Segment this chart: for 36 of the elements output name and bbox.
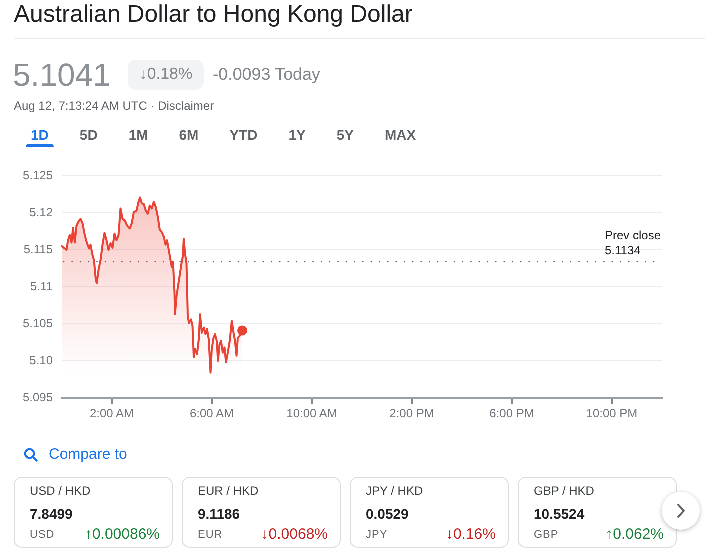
text: 5D [80, 127, 98, 143]
text: -0.0093 Today [213, 64, 320, 86]
text: 5Y [336, 127, 354, 143]
text: 1Y [288, 127, 306, 143]
text: 6M [179, 127, 199, 143]
text: YTD [230, 127, 258, 143]
text: 1D [31, 127, 49, 143]
x-tick-label: 2:00 PM [390, 406, 434, 421]
y-tick-label: 5.11 [30, 279, 54, 294]
text: 1M [128, 127, 148, 143]
change-badge: ↓0.18% [128, 60, 204, 90]
y-tick-label: 5.10 [30, 353, 54, 368]
y-tick-label: 5.125 [22, 168, 54, 183]
data-label: 10.5524 [534, 505, 585, 523]
x-tick-label: 10:00 AM [286, 406, 338, 421]
data-label: 9.1186 [198, 505, 240, 523]
y-tick-label: 5.115 [24, 242, 54, 256]
y-tick-label: 5.105 [22, 316, 54, 330]
category-label: EUR / HKD [198, 484, 259, 498]
x-tick-label: 10:00 PM [586, 406, 638, 421]
chart-title: Australian Dollar to Hong Kong Dollar [14, 1, 413, 29]
x-tick-label: 2:00 AM [90, 406, 134, 421]
text: Compare to [49, 446, 128, 464]
text: MAX [384, 127, 416, 143]
ref-line-label: Prev close 5.1134 [604, 228, 662, 258]
data-label: 7.8499 [30, 505, 73, 523]
y-tick-label: 5.095 [22, 390, 54, 404]
x-tick-label: 6:00 PM [490, 406, 534, 421]
category-label: JPY / HKD [366, 484, 424, 498]
y-tick-label: 5.12 [30, 205, 54, 220]
x-tick-label: 6:00 AM [190, 406, 234, 421]
text: 5.1041 [13, 56, 111, 95]
data-label: 0.0529 [366, 505, 409, 523]
category-label: GBP / HKD [534, 484, 594, 498]
chart-subtitle: Aug 12, 7:13:24 AM UTC · Disclaimer [14, 98, 214, 114]
category-label: USD / HKD [30, 484, 91, 498]
